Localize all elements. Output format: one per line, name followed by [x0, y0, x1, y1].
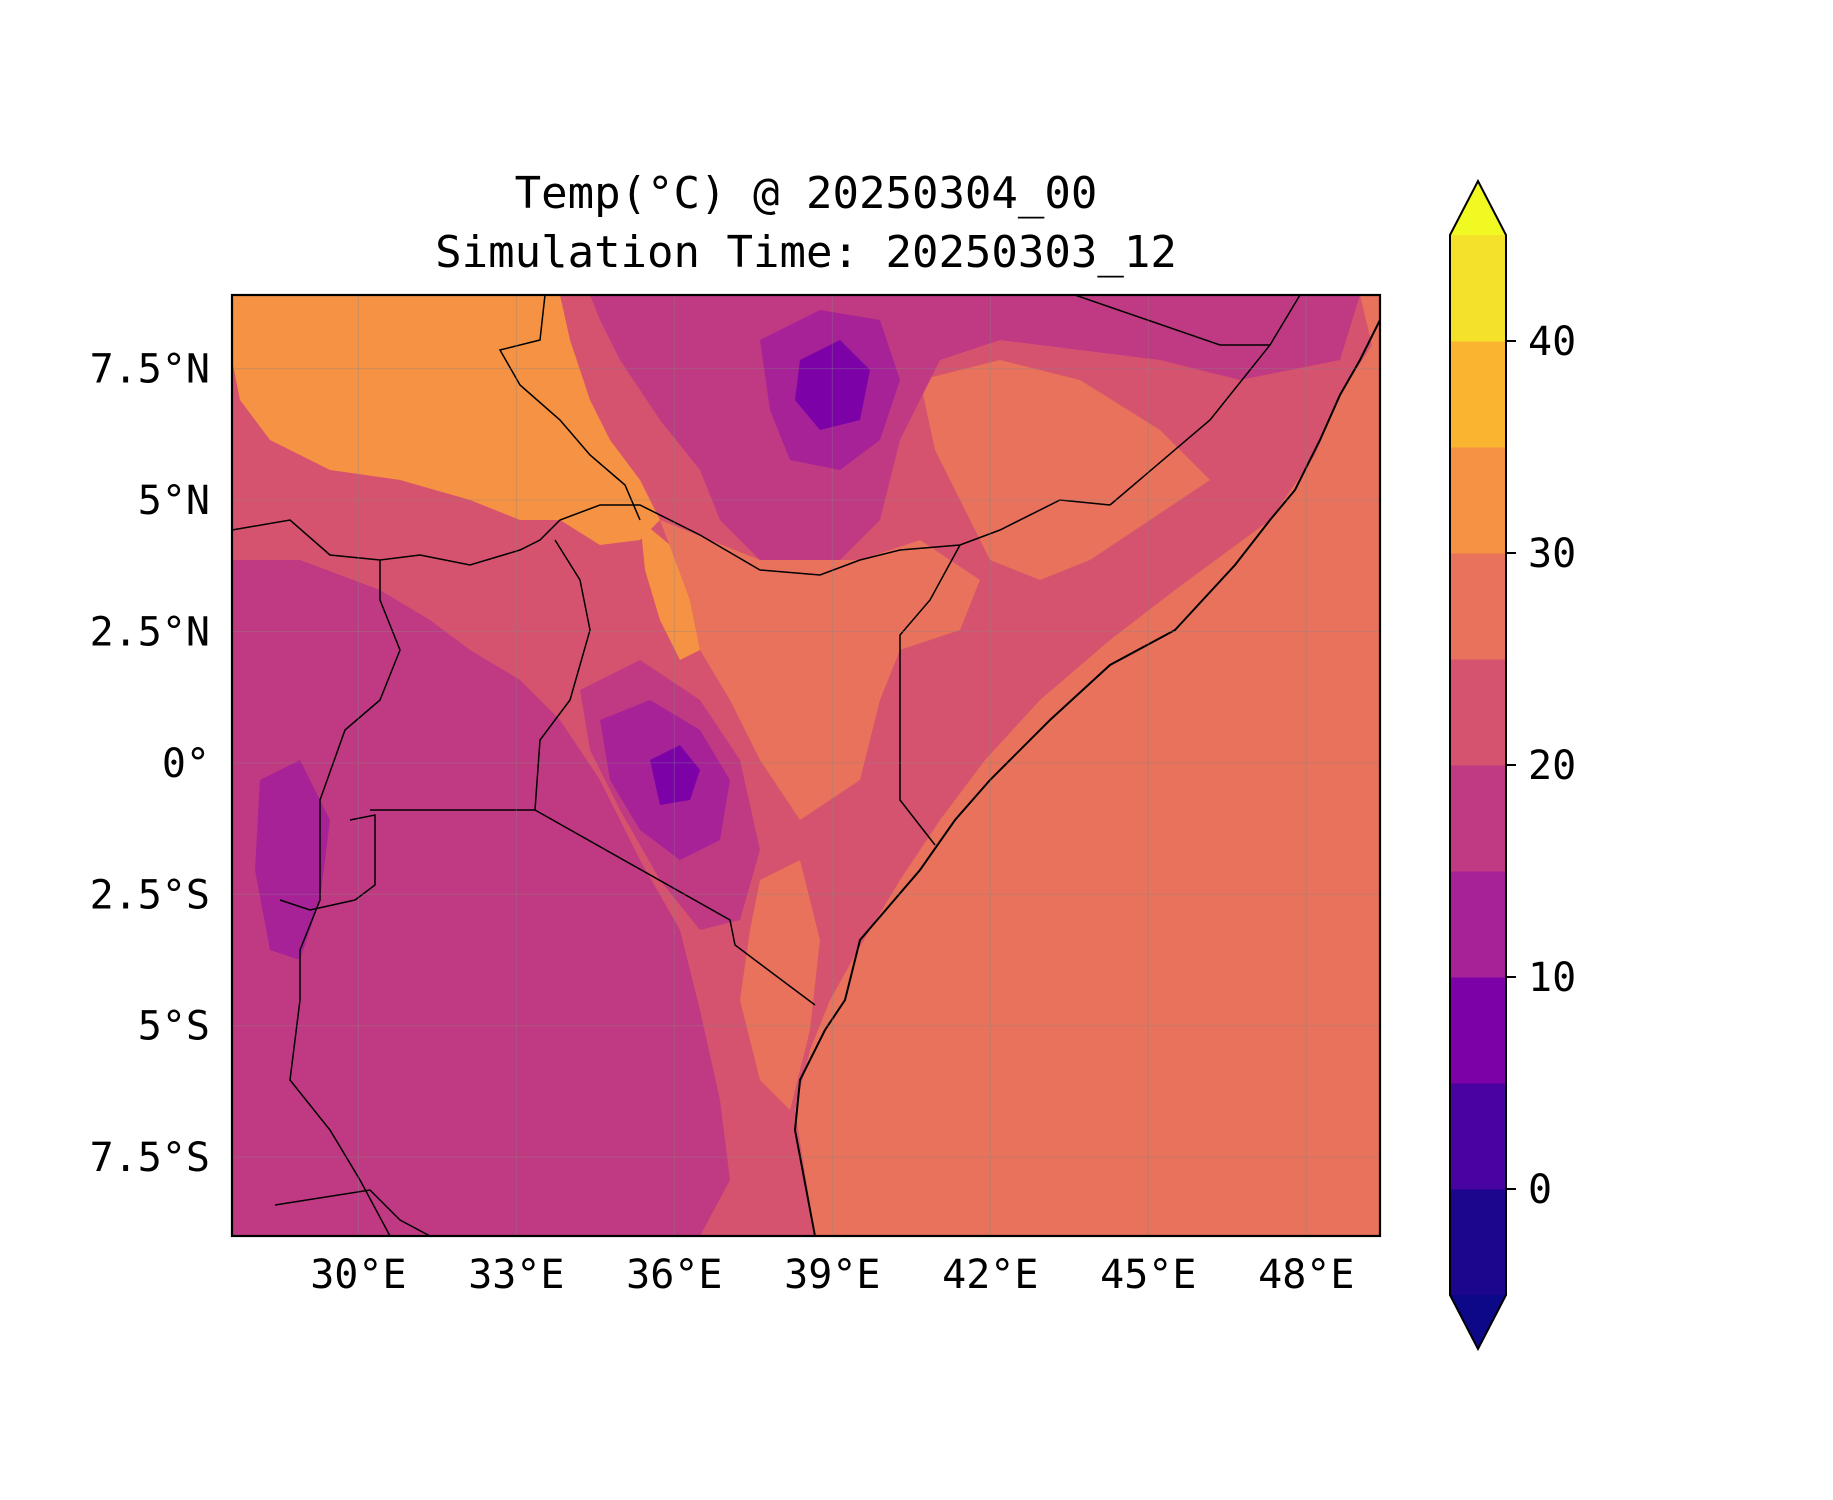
longitude-tick-label: 30°E: [310, 1252, 406, 1298]
longitude-tick-label: 42°E: [942, 1252, 1038, 1298]
longitude-tick-label: 36°E: [626, 1252, 722, 1298]
longitude-tick-label: 39°E: [784, 1252, 880, 1298]
colorbar-segment: [1450, 765, 1506, 872]
coastline: [793, 319, 1380, 1236]
coldest-region-ethiopia: [795, 340, 870, 430]
map-frame: [230, 293, 1382, 1238]
coldest-region-mt-kenya: [650, 745, 700, 805]
colorbar-over-extend: [1450, 181, 1506, 235]
colorbar-tick-label: 30: [1528, 531, 1576, 577]
latitude-tick-label: 7.5°N: [90, 347, 210, 393]
colorbar: 0 10 20 30 40: [1449, 178, 1576, 1352]
colorbar-segment: [1450, 341, 1506, 448]
warm-region-kenya-lowlands: [660, 520, 980, 820]
border-uganda-drc: [289, 560, 401, 1236]
longitude-tick-label: 45°E: [1100, 1252, 1196, 1298]
latitude-tick-label: 5°S: [138, 1004, 210, 1050]
colorbar-under-extend: [1450, 1295, 1506, 1349]
border-tanzania-zambia: [274, 1189, 431, 1236]
border-rwanda-burundi: [279, 814, 376, 911]
latitude-tick-label: 0°: [162, 741, 210, 787]
title-line-1: Temp(°C) @ 20250304_00: [515, 168, 1098, 219]
longitude-tick-labels: 30°E 33°E 36°E 39°E 42°E 45°E 48°E: [310, 1252, 1354, 1298]
longitude-tick-label: 48°E: [1258, 1252, 1354, 1298]
border-somalia-ethiopia: [1109, 295, 1301, 506]
hot-region-turkana: [640, 520, 700, 660]
latitude-tick-label: 5°N: [138, 478, 210, 524]
colorbar-segment: [1450, 553, 1506, 660]
border-uganda-kenya: [534, 539, 591, 811]
latitude-tick-labels: 7.5°N 5°N 2.5°N 0° 2.5°S 5°S 7.5°S: [90, 347, 210, 1182]
warm-region-ogaden: [920, 360, 1210, 580]
cool-region-east-african-plateau: [232, 560, 730, 1236]
colorbar-outline: [1449, 178, 1507, 1352]
colorbar-segment: [1450, 871, 1506, 978]
gridlines: [232, 295, 1380, 1236]
latitude-tick-label: 7.5°S: [90, 1135, 210, 1181]
border-ethiopia-eritrea: [1074, 295, 1270, 346]
colorbar-segment: [1450, 1189, 1506, 1296]
colorbar-tick-label: 20: [1528, 743, 1576, 789]
colorbar-tick-label: 10: [1528, 955, 1576, 1001]
border-kenya-somalia: [899, 544, 961, 846]
colorbar-tick-label: 0: [1528, 1167, 1552, 1213]
colorbar-segment: [1450, 659, 1506, 766]
colorbar-segment: [1450, 1083, 1506, 1190]
colorbar-segment: [1450, 977, 1506, 1084]
border-sudan-south-sudan: [232, 499, 1111, 576]
hot-region-south-sudan: [232, 295, 660, 545]
latitude-tick-label: 2.5°N: [90, 609, 210, 655]
colorbar-tick-label: 40: [1528, 319, 1576, 365]
border-ethiopia-south-sudan: [498, 295, 641, 521]
colorbar-segment: [1450, 235, 1506, 342]
title-line-2: Simulation Time: 20250303_12: [435, 227, 1177, 278]
country-borders: [232, 295, 1301, 1236]
map-panel: [232, 295, 1380, 1236]
border-tanzania-kenya: [534, 809, 816, 1006]
colorbar-segment: [1450, 447, 1506, 554]
warm-region-coastal-tanzania: [740, 860, 820, 1110]
latitude-tick-label: 2.5°S: [90, 872, 210, 918]
longitude-tick-label: 33°E: [468, 1252, 564, 1298]
